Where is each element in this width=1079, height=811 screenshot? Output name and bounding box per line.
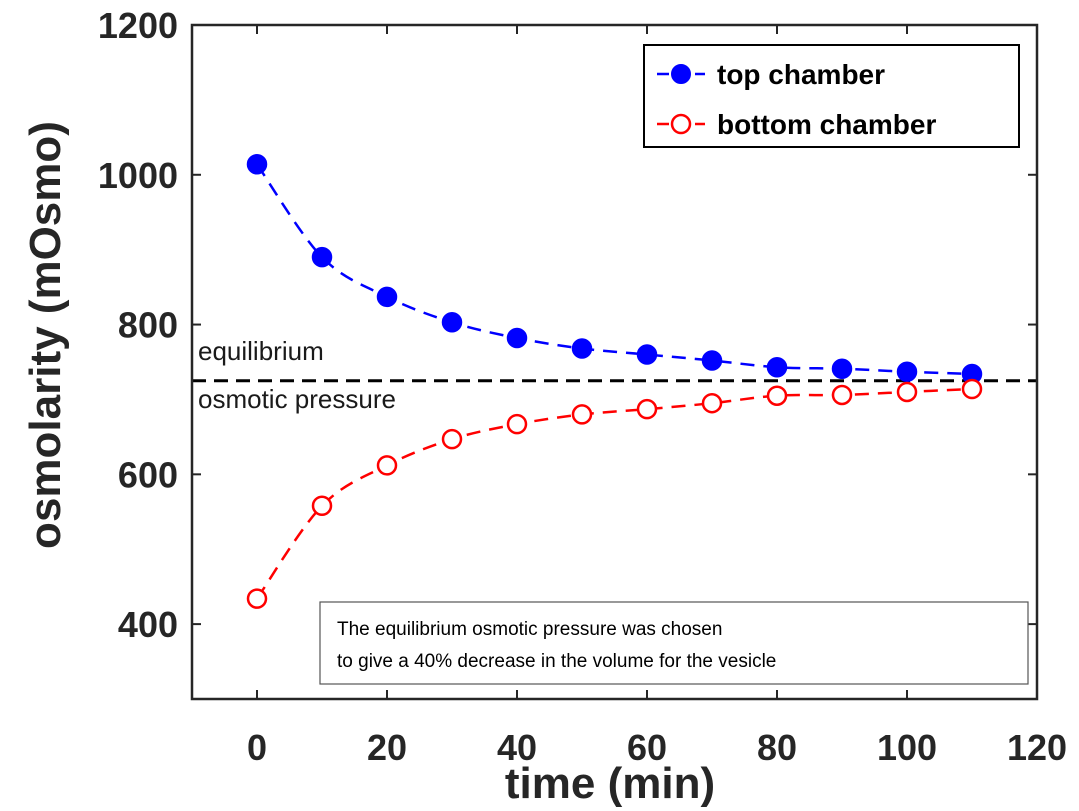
- data-point-top-chamber: [571, 338, 593, 359]
- data-point-bottom-chamber: [376, 455, 398, 476]
- x-tick-label: 80: [757, 727, 797, 768]
- y-tick-label: 1000: [98, 155, 178, 196]
- x-tick-label: 60: [627, 727, 667, 768]
- data-point-bottom-chamber: [636, 398, 658, 420]
- y-axis-label: osmolarity (mOsmo): [21, 121, 70, 549]
- data-point-bottom-chamber: [701, 392, 723, 414]
- data-point-top-chamber: [506, 327, 528, 349]
- data-point-top-chamber: [376, 286, 398, 308]
- data-point-top-chamber: [311, 246, 333, 268]
- ticks-layer: [192, 24, 1038, 699]
- note-box: The equilibrium osmotic pressure was cho…: [319, 601, 1029, 685]
- data-point-bottom-chamber: [766, 385, 788, 406]
- y-tick-label: 1200: [98, 5, 178, 46]
- data-point-bottom-chamber: [506, 413, 528, 435]
- data-point-top-chamber: [896, 361, 918, 382]
- y-tick-label: 400: [118, 604, 178, 645]
- note-box-frame: [319, 601, 1029, 685]
- x-axis-label: time (min): [505, 759, 715, 808]
- tick-labels-layer: 0 20 40 60 80 100 120 400 600 800 1000 1200: [98, 5, 1067, 768]
- series-line-top-chamber: [255, 163, 973, 376]
- plot-area-frame: [190, 23, 1039, 701]
- x-tick-label: 40: [497, 727, 537, 768]
- legend: top chamber bottom chamber: [643, 44, 1020, 148]
- data-point-top-chamber: [636, 344, 658, 365]
- annotation-equilibrium: equilibrium: [198, 336, 324, 366]
- x-tick-label: 0: [247, 727, 267, 768]
- data-point-bottom-chamber: [441, 428, 463, 450]
- legend-marker-bottom-chamber: [670, 113, 692, 135]
- data-point-top-chamber: [246, 154, 268, 175]
- data-point-top-chamber: [441, 312, 463, 333]
- legend-label-bottom-chamber: bottom chamber: [717, 109, 936, 140]
- data-point-bottom-chamber: [246, 588, 268, 609]
- note-line-2: to give a 40% decrease in the volume for…: [337, 651, 776, 672]
- y-tick-label: 800: [118, 305, 178, 346]
- data-point-bottom-chamber: [961, 378, 983, 400]
- data-point-bottom-chamber: [831, 384, 853, 406]
- data-point-bottom-chamber: [571, 404, 593, 425]
- series-line-bottom-chamber: [255, 387, 973, 600]
- data-point-top-chamber: [831, 358, 853, 379]
- x-tick-label: 100: [877, 727, 937, 768]
- annotation-osmotic-pressure: osmotic pressure: [198, 384, 396, 414]
- legend-label-top-chamber: top chamber: [717, 59, 885, 90]
- data-point-top-chamber: [766, 356, 788, 378]
- series-layer: [246, 154, 983, 609]
- y-tick-label: 600: [118, 454, 178, 495]
- data-point-bottom-chamber: [311, 495, 333, 517]
- note-line-1: The equilibrium osmotic pressure was cho…: [337, 619, 722, 640]
- legend-frame: [643, 44, 1020, 148]
- legend-marker-top-chamber: [671, 64, 691, 84]
- x-tick-label: 120: [1007, 727, 1067, 768]
- data-point-top-chamber: [701, 350, 723, 371]
- data-point-bottom-chamber: [896, 381, 918, 403]
- x-tick-label: 20: [367, 727, 407, 768]
